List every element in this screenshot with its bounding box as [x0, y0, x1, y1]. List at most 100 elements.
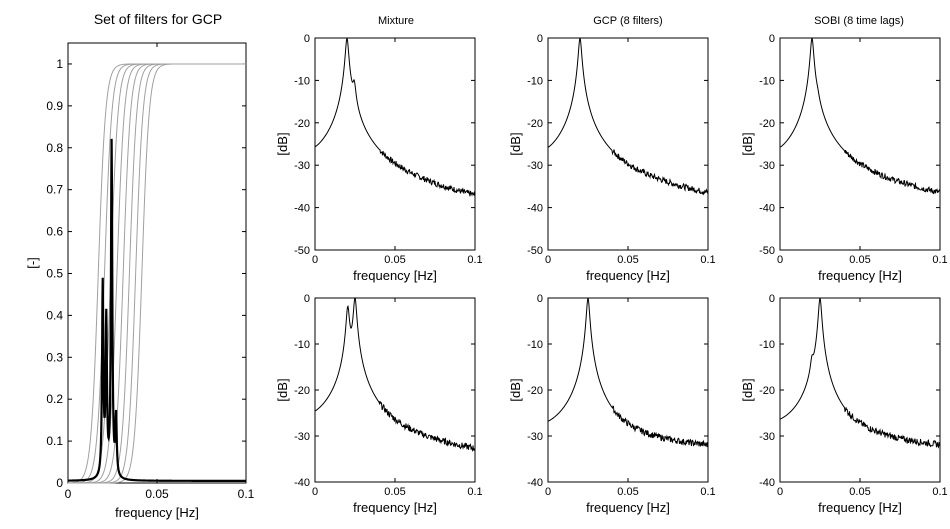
filter-curve-5 — [68, 63, 246, 484]
filters-ytick-label: 0.5 — [46, 266, 63, 280]
sobi-1-xtick-label: 0.05 — [849, 254, 870, 266]
mix-2-ytick-label: -20 — [294, 385, 310, 397]
sobi-2-ytick-label: -40 — [759, 477, 775, 489]
mix-1-plot-area — [315, 37, 475, 197]
filter-curve-4 — [68, 63, 246, 484]
gcp-2-xtick-label: 0.1 — [700, 486, 715, 498]
sobi-1-ylabel: [dB] — [740, 132, 755, 155]
gcp-2-xtick-label: 0.05 — [617, 486, 638, 498]
filter-curve-6 — [68, 63, 246, 484]
filters-ylabel: [-] — [25, 257, 40, 269]
mix-1-ytick-label: -30 — [294, 160, 310, 172]
gcp-1-plot-area — [548, 37, 708, 196]
sobi-2-xtick-label: 0.05 — [849, 486, 870, 498]
filters-xtick-label: 0.1 — [238, 487, 255, 501]
mix-2-ytick-label: 0 — [304, 293, 310, 305]
sobi-1-ytick-label: -20 — [759, 118, 775, 130]
filter-curve-2 — [68, 63, 246, 484]
gcp-2-ytick-label: -30 — [527, 431, 543, 443]
mix-1-ytick-label: -20 — [294, 118, 310, 130]
gcp-2-axes-frame — [547, 297, 709, 483]
sobi-2-spectrum-line — [780, 297, 940, 449]
gcp-1-xtick-label: 0.1 — [700, 254, 715, 266]
filters-ytick-label: 0.2 — [46, 392, 63, 406]
sobi-2-ytick-label: -10 — [759, 339, 775, 351]
filters-ytick-label: 1 — [56, 57, 63, 71]
gcp-2-xlabel: frequency [Hz] — [586, 500, 670, 515]
mix-2-spectrum-line — [315, 297, 475, 452]
gcp-1-ylabel: [dB] — [508, 132, 523, 155]
gcp-1-ytick-label: -30 — [527, 160, 543, 172]
filters-ytick-label: 0.7 — [46, 183, 63, 197]
gcp-1-ytick-label: -10 — [527, 75, 543, 87]
sobi-2-xlabel: frequency [Hz] — [818, 500, 902, 515]
filters-axes-frame — [67, 42, 247, 484]
gcp-2-xtick-label: 0 — [545, 486, 551, 498]
mix-1-ytick-label: -50 — [294, 245, 310, 257]
mix-2-xtick-label: 0 — [312, 486, 318, 498]
mix-1-ylabel: [dB] — [275, 132, 290, 155]
filters-ytick-label: 0 — [56, 476, 63, 490]
filters-xtick-label: 0.05 — [145, 487, 169, 501]
gcp-1-spectrum-line — [548, 37, 708, 196]
sobi-1-axes-frame — [779, 37, 941, 251]
sobi-2-ytick-label: -20 — [759, 385, 775, 397]
mix-2-xtick-label: 0.1 — [467, 486, 482, 498]
gcp-2-spectrum-line — [548, 297, 708, 448]
sobi-1-spectrum-line — [780, 37, 940, 195]
mix-1-ytick-label: -10 — [294, 75, 310, 87]
gcp-2-ytick-label: 0 — [537, 293, 543, 305]
gcp-2-ytick-label: -40 — [527, 477, 543, 489]
sobi-2-xtick-label: 0.1 — [932, 486, 947, 498]
gcp-1-axes-frame — [547, 37, 709, 251]
sobi-1-xtick-label: 0 — [777, 254, 783, 266]
filters-ytick-label: 0.6 — [46, 225, 63, 239]
gcp-2-ylabel: [dB] — [508, 378, 523, 401]
filter-curve-1 — [68, 63, 246, 484]
mix-1-ytick-label: -40 — [294, 203, 310, 215]
gcp-1-title: GCP (8 filters) — [593, 15, 662, 27]
mix-2-plot-area — [315, 297, 475, 452]
sobi-1-ytick-label: -10 — [759, 75, 775, 87]
mix-2-xtick-label: 0.05 — [384, 486, 405, 498]
mix-2-ytick-label: -40 — [294, 477, 310, 489]
mix-1-xtick-label: 0.1 — [467, 254, 482, 266]
filters-ytick-label: 0.1 — [46, 434, 63, 448]
gcp-1-ytick-label: -20 — [527, 118, 543, 130]
gcp-2-ytick-label: -10 — [527, 339, 543, 351]
sobi-1-xlabel: frequency [Hz] — [818, 268, 902, 283]
sobi-2-xtick-label: 0 — [777, 486, 783, 498]
mix-1-xlabel: frequency [Hz] — [353, 268, 437, 283]
mix-2-ylabel: [dB] — [275, 378, 290, 401]
filters-xtick-label: 0 — [65, 487, 72, 501]
mix-1-xtick-label: 0.05 — [384, 254, 405, 266]
sobi-2-ylabel: [dB] — [740, 378, 755, 401]
sobi-1-ytick-label: -40 — [759, 203, 775, 215]
sobi-1-ytick-label: -30 — [759, 160, 775, 172]
filters-xlabel: frequency [Hz] — [115, 505, 199, 520]
sobi-2-ytick-label: -30 — [759, 431, 775, 443]
filter-curve-3 — [68, 63, 246, 484]
gcp-2-plot-area — [548, 297, 708, 448]
sobi-2-plot-area — [780, 297, 940, 449]
filters-ytick-label: 0.9 — [46, 99, 63, 113]
mix-1-xtick-label: 0 — [312, 254, 318, 266]
sobi-1-plot-area — [780, 37, 940, 195]
sobi-2-ytick-label: 0 — [769, 293, 775, 305]
gcp-2-ytick-label: -20 — [527, 385, 543, 397]
gcp-1-xlabel: frequency [Hz] — [586, 268, 670, 283]
filters-ytick-label: 0.8 — [46, 141, 63, 155]
sobi-1-ytick-label: 0 — [769, 33, 775, 45]
gcp-1-ytick-label: -40 — [527, 203, 543, 215]
mix-1-title: Mixture — [378, 15, 414, 27]
mix-1-axes-frame — [314, 37, 476, 251]
mix-2-ytick-label: -30 — [294, 431, 310, 443]
mix-1-spectrum-line — [315, 37, 475, 197]
sobi-1-title: SOBI (8 time lags) — [814, 15, 904, 27]
gcp-1-xtick-label: 0 — [545, 254, 551, 266]
gcp-1-xtick-label: 0.05 — [617, 254, 638, 266]
filtered-spectrum-line — [68, 138, 246, 482]
filters-title: Set of filters for GCP — [94, 11, 222, 27]
mix-2-ytick-label: -10 — [294, 339, 310, 351]
